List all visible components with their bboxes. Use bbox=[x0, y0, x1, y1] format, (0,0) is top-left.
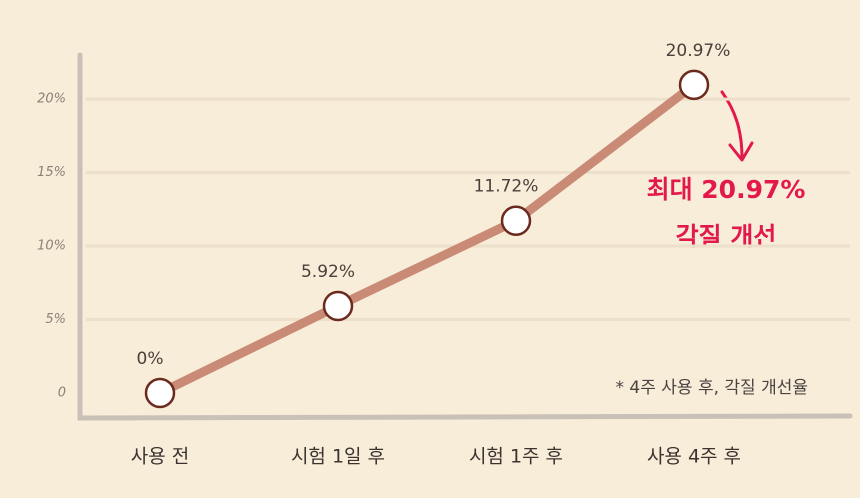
grid: 0 5% 10% 15% 20% bbox=[37, 92, 850, 400]
point bbox=[678, 69, 710, 101]
annotation: 최대 20.97% bbox=[647, 175, 806, 204]
y-tick-label: 15% bbox=[37, 165, 66, 180]
x-tick-label: 시험 1주 후 bbox=[469, 446, 563, 468]
point bbox=[500, 205, 532, 236]
plot: 0% 사용 전 5.92% 시험 1일 후 11.72% 시험 1주 후 20.97% 사용 … bbox=[131, 41, 741, 468]
note: * 4주 사용 후, 각질 개선율 bbox=[616, 378, 809, 398]
axes bbox=[77, 52, 853, 421]
value-label: 11.72% bbox=[474, 177, 539, 197]
y-tick-label: 10% bbox=[37, 239, 66, 254]
value-label: 20.97% bbox=[666, 41, 731, 61]
x-tick-label: 사용 4주 후 bbox=[647, 446, 741, 468]
point bbox=[322, 290, 354, 322]
y-tick-label: 0 bbox=[58, 385, 66, 400]
y-tick-label: 20% bbox=[37, 92, 66, 107]
value-label: 0% bbox=[137, 349, 164, 369]
x-tick-label: 사용 전 bbox=[131, 446, 189, 468]
x-tick-label: 시험 1일 후 bbox=[291, 446, 385, 468]
y-tick-label: 5% bbox=[45, 312, 66, 327]
value-label: 5.92% bbox=[301, 262, 355, 282]
annotation-arrow bbox=[720, 90, 754, 162]
point bbox=[144, 377, 176, 409]
line bbox=[155, 80, 699, 398]
